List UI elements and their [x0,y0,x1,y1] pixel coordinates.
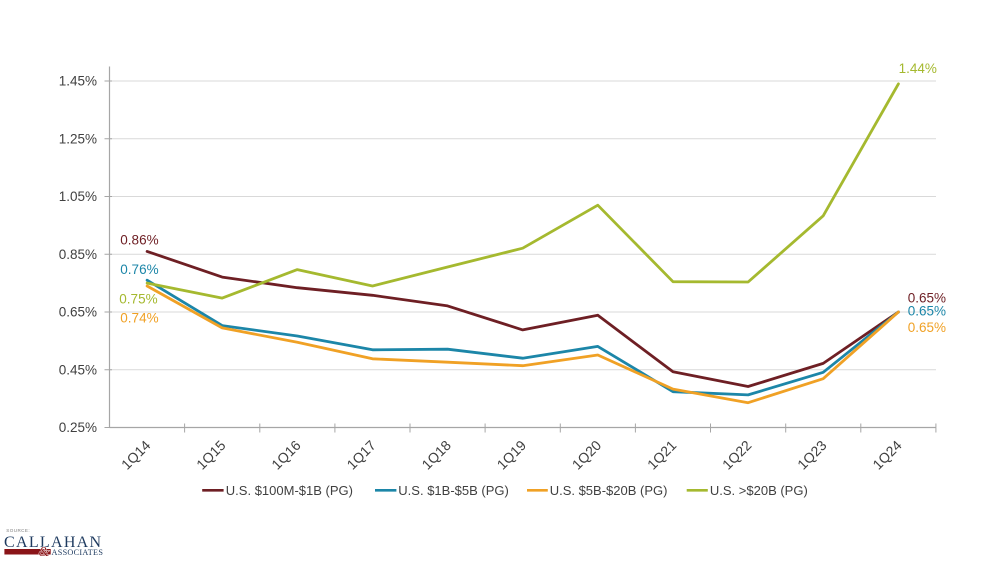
svg-text:1Q20: 1Q20 [569,437,605,473]
svg-text:0.65%: 0.65% [908,320,946,335]
svg-text:0.65%: 0.65% [59,305,97,320]
svg-text:0.25%: 0.25% [59,420,97,435]
svg-text:1Q19: 1Q19 [494,437,530,473]
svg-text:0.65%: 0.65% [908,290,946,305]
svg-text:U.S. >$20B (PG): U.S. >$20B (PG) [710,483,808,498]
svg-text:0.85%: 0.85% [59,247,97,262]
svg-text:1Q18: 1Q18 [418,437,454,473]
svg-text:0.86%: 0.86% [120,232,158,247]
svg-text:ASSOCIATES: ASSOCIATES [52,548,104,557]
svg-text:SOURCE:: SOURCE: [6,528,30,533]
svg-text:0.65%: 0.65% [908,304,946,319]
svg-text:1Q23: 1Q23 [794,437,830,473]
svg-text:1.45%: 1.45% [59,74,97,89]
svg-text:1Q14: 1Q14 [118,437,154,473]
svg-text:0.74%: 0.74% [120,310,158,325]
svg-text:1Q22: 1Q22 [719,437,755,473]
svg-text:1Q15: 1Q15 [193,437,229,473]
svg-text:1.05%: 1.05% [59,189,97,204]
svg-text:0.75%: 0.75% [119,291,157,306]
svg-text:1Q24: 1Q24 [869,437,905,473]
svg-text:1Q17: 1Q17 [343,437,379,473]
svg-text:U.S. $1B-$5B (PG): U.S. $1B-$5B (PG) [398,483,509,498]
svg-text:0.45%: 0.45% [59,362,97,377]
svg-text:CALLAHAN: CALLAHAN [4,534,102,551]
svg-text:&: & [39,545,50,560]
svg-text:0.76%: 0.76% [120,262,158,277]
svg-text:U.S. $100M-$1B (PG): U.S. $100M-$1B (PG) [226,483,353,498]
svg-text:1Q16: 1Q16 [268,437,304,473]
svg-text:1.44%: 1.44% [899,61,937,76]
svg-text:1Q21: 1Q21 [644,437,680,473]
svg-text:1.25%: 1.25% [59,131,97,146]
svg-text:U.S. $5B-$20B (PG): U.S. $5B-$20B (PG) [550,483,668,498]
